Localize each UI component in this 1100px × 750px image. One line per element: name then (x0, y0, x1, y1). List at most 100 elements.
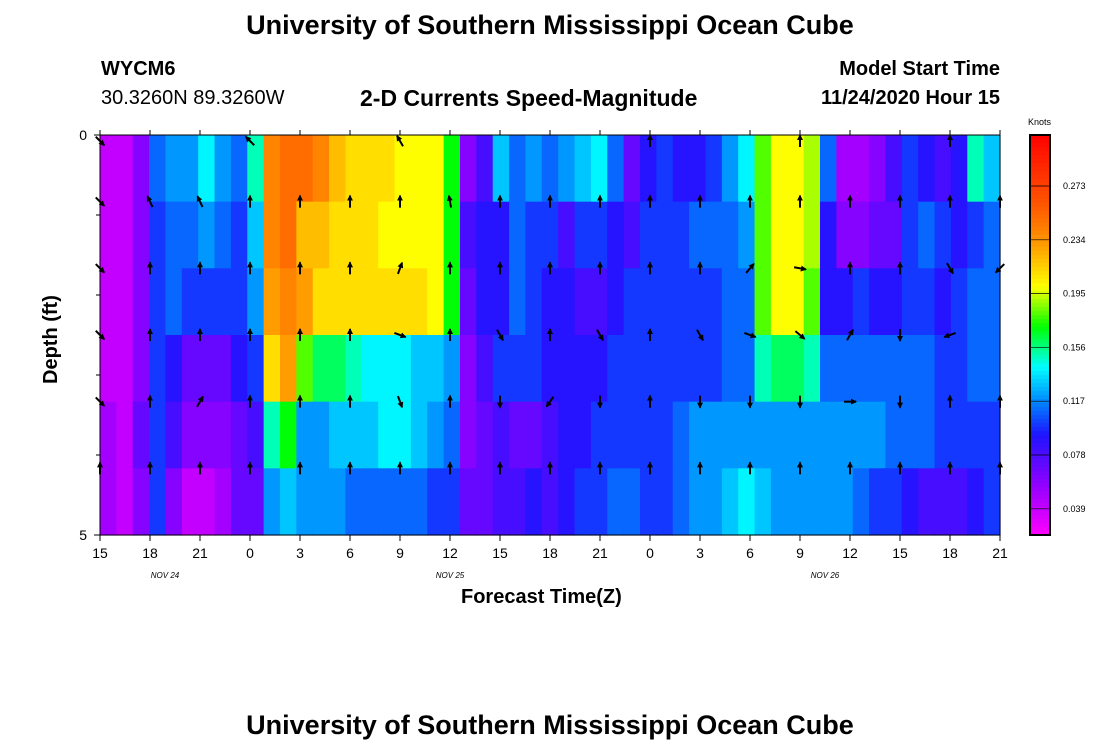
heatmap-cell (410, 401, 428, 469)
heatmap-cell (983, 201, 1001, 269)
heatmap-cell (509, 268, 527, 336)
heatmap-cell (836, 468, 854, 536)
x-tick-label: 21 (992, 545, 1008, 561)
heatmap-cell (656, 135, 674, 203)
colorbar-segment (1030, 163, 1050, 168)
direction-arrow (943, 332, 956, 339)
heatmap-cell (149, 335, 167, 403)
x-tick-label: 21 (592, 545, 608, 561)
heatmap-cell (672, 135, 690, 203)
heatmap-cell (705, 201, 723, 269)
heatmap-cell (803, 201, 821, 269)
heatmap-cell (950, 468, 968, 536)
heatmap-cell (492, 135, 510, 203)
heatmap-cell (656, 468, 674, 536)
colorbar-segment (1030, 395, 1050, 400)
colorbar-segment (1030, 371, 1050, 376)
heatmap-cell (983, 135, 1001, 203)
heatmap-cell (280, 468, 297, 536)
heatmap-cell (885, 135, 903, 203)
heatmap-cell (312, 135, 330, 203)
footer-title: University of Southern Mississippi Ocean… (246, 710, 854, 740)
colorbar-segment (1030, 311, 1050, 316)
heatmap-cell (590, 335, 608, 403)
heatmap-cell (558, 401, 576, 469)
colorbar-segment (1030, 147, 1050, 152)
direction-arrow (396, 134, 404, 147)
heatmap-cell (770, 135, 788, 203)
heatmap-cell (230, 401, 248, 469)
heatmap-cell (198, 201, 216, 269)
colorbar-segment (1030, 463, 1050, 468)
heatmap-cell (427, 401, 445, 469)
heatmap-cell (787, 201, 805, 269)
heatmap-cell (869, 335, 887, 403)
heatmap-cell (541, 401, 559, 469)
date-label: NOV 26 (811, 571, 840, 580)
colorbar-tick-label: 0.156 (1063, 342, 1086, 352)
x-tick-label: 0 (646, 545, 654, 561)
heatmap-cell (476, 335, 494, 403)
heatmap-cell (901, 335, 919, 403)
heatmap-cell (754, 201, 772, 269)
heatmap-cell (885, 468, 903, 536)
heatmap-cell (672, 201, 690, 269)
direction-arrow (146, 195, 154, 208)
heatmap-cell (656, 268, 674, 336)
colorbar-segment (1030, 183, 1050, 188)
colorbar-segment (1030, 367, 1050, 372)
heatmap-cell (967, 401, 985, 469)
heatmap-cell (378, 201, 396, 269)
heatmap-cell (149, 135, 167, 203)
heatmap-cell (640, 401, 657, 469)
heatmap-cell (820, 135, 837, 203)
heatmap-cell (787, 401, 805, 469)
heatmap-cell (214, 268, 232, 336)
heatmap-cell (836, 135, 854, 203)
heatmap-cell (607, 401, 625, 469)
plot-title: 2-D Currents Speed-Magnitude (360, 85, 698, 111)
x-tick-label: 3 (696, 545, 704, 561)
heatmap-cell (672, 335, 690, 403)
heatmap-cell (836, 268, 854, 336)
heatmap-cell (100, 201, 117, 269)
heatmap-cell (476, 135, 494, 203)
colorbar-segment (1030, 439, 1050, 444)
direction-arrow (196, 195, 204, 208)
heatmap-cell (312, 268, 330, 336)
heatmap-cell (378, 401, 396, 469)
x-tick-label: 9 (796, 545, 804, 561)
direction-arrow (196, 395, 204, 408)
heatmap-cell (770, 201, 788, 269)
colorbar-segment (1030, 299, 1050, 304)
heatmap-cell (263, 468, 281, 536)
heatmap-cell (247, 268, 265, 336)
heatmap-cell (181, 135, 199, 203)
colorbar-segment (1030, 219, 1050, 224)
heatmap-cells (100, 135, 1001, 536)
heatmap-cell (100, 335, 117, 403)
heatmap-cell (918, 268, 936, 336)
heatmap-cell (705, 268, 723, 336)
heatmap-cell (345, 468, 363, 536)
heatmap-cell (770, 468, 788, 536)
heatmap-cell (460, 268, 477, 336)
heatmap-cell (590, 401, 608, 469)
heatmap-cell (509, 201, 527, 269)
colorbar-segment (1030, 359, 1050, 364)
heatmap-cell (787, 335, 805, 403)
heatmap-cell (345, 335, 363, 403)
heatmap-cell (312, 335, 330, 403)
heatmap-cell (394, 401, 412, 469)
colorbar-segment (1030, 511, 1050, 516)
x-tick-label: 12 (842, 545, 858, 561)
heatmap-cell (263, 335, 281, 403)
station-id: WYCM6 (101, 58, 176, 80)
direction-arrow (394, 332, 407, 339)
heatmap-cell (280, 401, 297, 469)
heatmap-cell (787, 135, 805, 203)
direction-arrow (946, 262, 954, 275)
colorbar-segment (1030, 499, 1050, 504)
heatmap-cell (623, 268, 641, 336)
heatmap-cell (443, 335, 461, 403)
